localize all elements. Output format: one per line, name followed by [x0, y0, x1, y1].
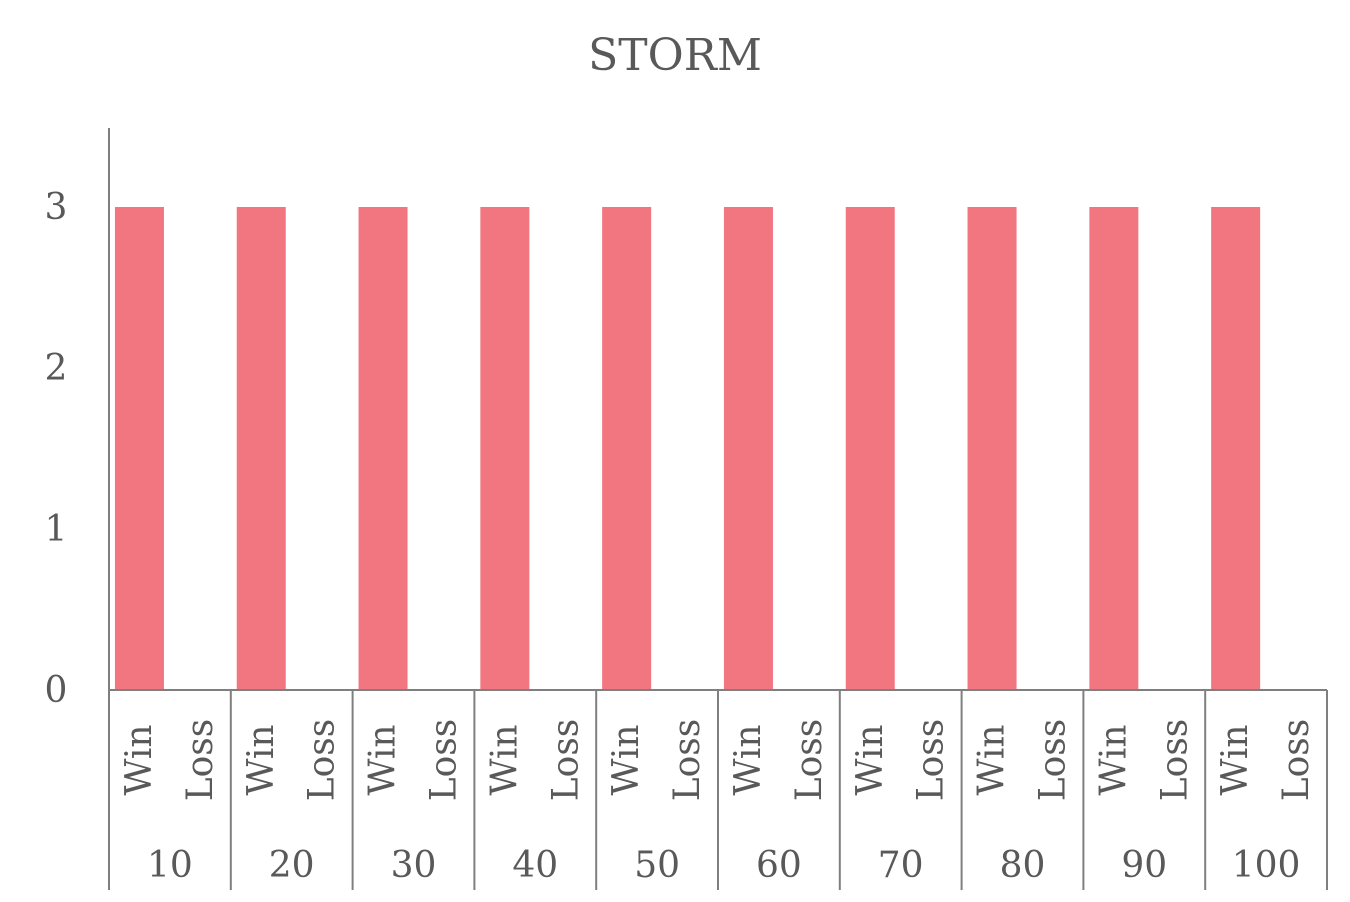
- bar: [1089, 207, 1139, 690]
- x-subcategory-label: Win: [241, 724, 282, 795]
- x-subcategory-label: Loss: [545, 719, 586, 802]
- x-subcategory-label: Loss: [1032, 719, 1073, 802]
- bar: [1211, 207, 1261, 690]
- x-subcategory-label: Loss: [911, 719, 952, 802]
- x-group-label: 10: [147, 845, 193, 886]
- x-subcategory-label: Loss: [789, 719, 830, 802]
- x-group-label: 30: [391, 845, 437, 886]
- x-subcategory-label: Win: [606, 724, 647, 795]
- bar: [236, 207, 286, 690]
- x-group-label: 20: [269, 845, 315, 886]
- x-subcategory-label: Win: [1093, 724, 1134, 795]
- chart-title: STORM: [588, 30, 762, 81]
- y-tick-label: 2: [45, 348, 68, 389]
- bar: [480, 207, 530, 690]
- bar: [358, 207, 408, 690]
- x-subcategory-label: Loss: [667, 719, 708, 802]
- y-axis: 0 1 2 3: [45, 128, 110, 890]
- bar: [967, 207, 1017, 690]
- x-group-label: 80: [1000, 845, 1046, 886]
- x-subcategory-label: Win: [119, 724, 160, 795]
- x-axis: Win Loss 10 Win Loss 20 Win Loss 30 Win Loss 40 Win L…: [108, 689, 1328, 890]
- x-subcategory-label: Win: [363, 724, 404, 795]
- bar: [723, 207, 773, 690]
- x-subcategory-label: Win: [850, 724, 891, 795]
- y-tick-label: 3: [45, 187, 68, 228]
- x-subcategory-label: Loss: [1276, 719, 1317, 802]
- y-tick-label: 1: [45, 509, 68, 550]
- bar: [845, 207, 895, 690]
- x-subcategory-label: Win: [484, 724, 525, 795]
- x-group-label: 60: [756, 845, 802, 886]
- x-subcategory-label: Win: [728, 724, 769, 795]
- x-group-label: 100: [1232, 845, 1301, 886]
- x-subcategory-label: Loss: [180, 719, 221, 802]
- x-group-label: 50: [634, 845, 680, 886]
- x-group-label: 40: [512, 845, 558, 886]
- x-subcategory-label: Loss: [423, 719, 464, 802]
- x-subcategory-label: Loss: [302, 719, 343, 802]
- x-subcategory-label: Win: [1215, 724, 1256, 795]
- bar: [114, 207, 164, 690]
- x-subcategory-label: Win: [972, 724, 1013, 795]
- bar: [602, 207, 652, 690]
- x-subcategory-label: Loss: [1154, 719, 1195, 802]
- x-group-label: 90: [1121, 845, 1167, 886]
- x-group-label: 70: [878, 845, 924, 886]
- y-tick-label: 0: [45, 670, 68, 711]
- bars: [114, 207, 1261, 690]
